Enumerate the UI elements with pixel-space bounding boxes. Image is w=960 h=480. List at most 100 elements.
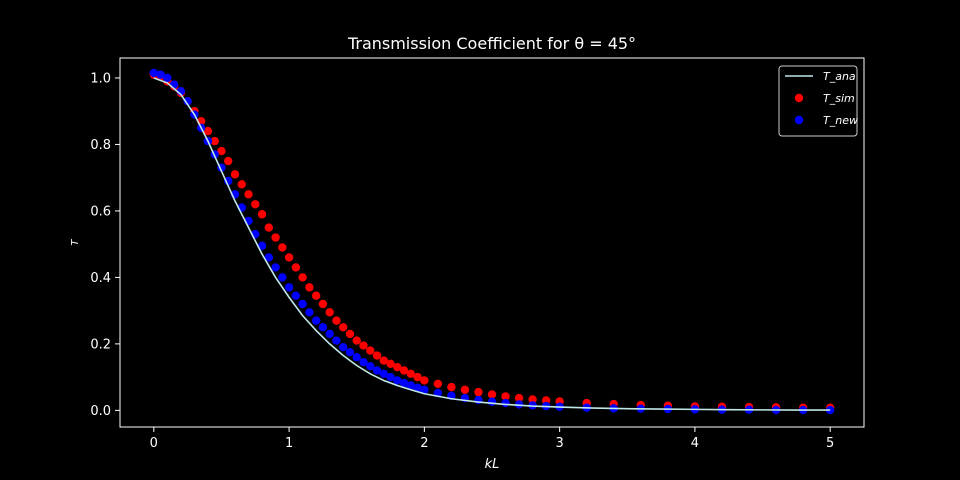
new-point: [420, 385, 429, 394]
sim-point: [345, 329, 355, 339]
sim-point: [433, 379, 443, 388]
sim-point: [501, 392, 510, 401]
sim-point: [251, 200, 260, 209]
sim-point: [284, 253, 294, 262]
x-tick-label: 2: [420, 436, 428, 451]
sim-point: [359, 341, 368, 350]
new-point: [345, 348, 355, 357]
sim-point: [318, 299, 328, 309]
new-point: [325, 329, 334, 339]
y-tick-label: 0.6: [90, 204, 111, 219]
x-tick-label: 5: [826, 436, 834, 451]
sim-point: [352, 336, 361, 345]
new-point: [156, 70, 165, 79]
legend-label: T_ana: [823, 70, 856, 83]
x-axis-label: kL: [485, 457, 500, 472]
plot-layer: [149, 68, 835, 415]
legend-label: T_new: [823, 114, 858, 127]
sim-point: [230, 170, 240, 179]
y-tick-label: 0.4: [90, 271, 111, 286]
new-point: [406, 381, 416, 390]
new-point: [393, 376, 402, 385]
new-point: [372, 366, 382, 375]
sim-point: [393, 362, 402, 372]
y-tick-label: 0.8: [90, 138, 111, 153]
new-point: [366, 361, 375, 371]
sim-point: [244, 190, 253, 199]
new-point: [825, 405, 835, 415]
sim-point: [271, 233, 280, 242]
x-tick-label: 0: [150, 436, 158, 451]
sim-point: [474, 387, 483, 397]
new-point: [514, 400, 524, 409]
sim-point: [257, 210, 267, 219]
new-point: [318, 323, 328, 332]
legend-label: T_sim: [823, 92, 855, 105]
new-point: [264, 253, 273, 262]
sim-point: [413, 372, 422, 382]
x-tick-label: 3: [555, 436, 563, 451]
y-tick-label: 0.2: [90, 337, 111, 352]
new-point: [284, 283, 294, 292]
x-tick-label: 4: [691, 436, 699, 451]
legend-swatch-point: [794, 115, 804, 125]
new-point: [305, 308, 314, 317]
chart-title: Transmission Coefficient for θ = 45°: [347, 34, 636, 53]
title-layer: Transmission Coefficient for θ = 45°: [347, 34, 636, 53]
legend-swatch-point: [794, 93, 804, 103]
new-point: [332, 336, 341, 345]
new-point: [278, 273, 287, 282]
new-point: [163, 73, 172, 83]
sim-point: [514, 393, 524, 403]
new-point: [339, 343, 348, 352]
sim-point: [278, 243, 287, 252]
sim-point: [379, 356, 388, 365]
sim-point: [460, 385, 470, 394]
new-point: [291, 291, 301, 300]
sim-point: [237, 180, 246, 189]
sim-point: [210, 136, 219, 146]
legend-layer: T_ana T_sim T_new: [778, 65, 858, 137]
new-point: [183, 97, 192, 106]
new-point: [298, 299, 307, 309]
sim-point: [291, 263, 301, 272]
sim-point: [325, 308, 334, 317]
series-t-ana-line: [153, 77, 831, 411]
sim-point: [311, 291, 321, 300]
sim-point: [332, 316, 341, 325]
new-point: [311, 316, 321, 325]
x-tick-label: 1: [285, 436, 293, 451]
sim-point: [203, 126, 213, 136]
sim-point: [264, 223, 273, 232]
sim-point: [372, 351, 382, 360]
sim-point: [447, 382, 456, 392]
sim-point: [305, 283, 314, 292]
new-point: [352, 352, 361, 362]
sim-point: [399, 366, 409, 375]
new-point: [399, 378, 409, 388]
plot-frame: [119, 57, 865, 428]
sim-point: [406, 369, 416, 379]
sim-point: [224, 156, 233, 166]
sim-point: [487, 390, 497, 399]
sim-point: [339, 323, 348, 332]
new-point: [149, 68, 159, 78]
new-point: [169, 80, 179, 89]
new-point: [487, 397, 497, 406]
sim-point: [217, 146, 226, 156]
new-point: [257, 241, 267, 251]
sim-point: [386, 359, 395, 369]
y-axis-label: T: [70, 239, 81, 246]
sim-point: [298, 273, 307, 282]
new-point: [271, 263, 280, 272]
sim-point: [528, 395, 537, 404]
axes-layer: 0 1 2 3 4 5 0.0 0.2 0.4 0.6 0.8 1.0 kL T: [70, 71, 834, 472]
new-point: [413, 383, 422, 392]
sim-point: [420, 376, 429, 385]
new-point: [379, 369, 388, 379]
y-tick-label: 1.0: [90, 71, 111, 86]
new-point: [501, 398, 510, 408]
new-point: [386, 372, 395, 382]
